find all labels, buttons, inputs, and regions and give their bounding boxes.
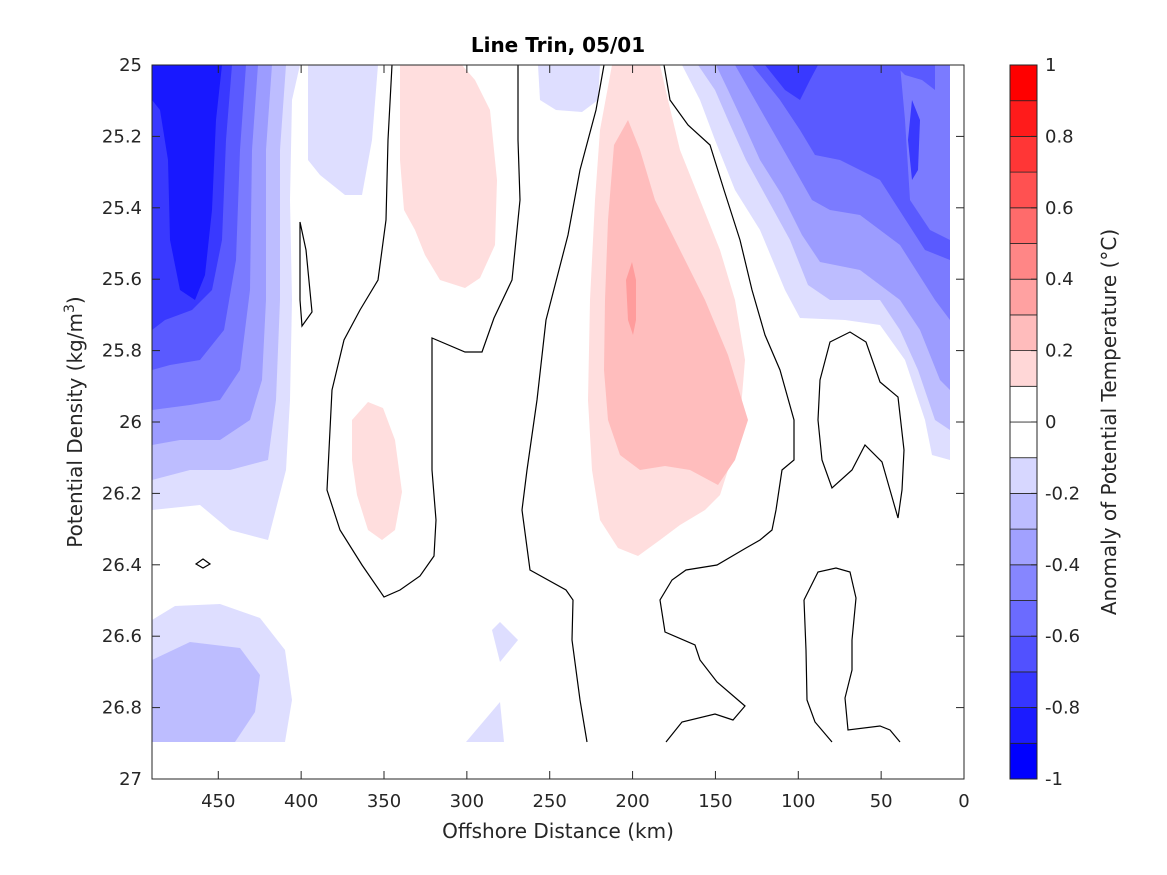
colorbar-band <box>1009 742 1038 780</box>
x-axis-label: Offshore Distance (km) <box>442 819 674 843</box>
y-axis-label-superscript: 3 <box>62 304 78 313</box>
zero-contour-lines <box>194 65 905 743</box>
colorbar-tick-label: 0.2 <box>1045 341 1074 362</box>
colorbar-band <box>1009 350 1038 387</box>
y-tick-label: 26 <box>119 412 142 433</box>
colorbar-band <box>1009 314 1038 351</box>
chart-title: Line Trin, 05/01 <box>471 33 645 57</box>
contour-fill-neg-mid-1 <box>308 65 378 195</box>
y-tick-label: 26.6 <box>102 626 142 647</box>
contour-fill-neg-right-5 <box>752 65 950 260</box>
x-tick-label: 250 <box>533 791 567 812</box>
colorbar-tick-label: -0.6 <box>1045 626 1080 647</box>
zero-contour-line-5 <box>817 331 905 519</box>
colorbar-tick-label: 0.6 <box>1045 198 1074 219</box>
zero-contour-line-2 <box>521 65 605 743</box>
contour-fill-neg-right-8 <box>895 65 935 90</box>
colorbar-band <box>1009 100 1038 137</box>
colorbar-band <box>1009 278 1038 316</box>
x-tick-label: 50 <box>870 791 893 812</box>
colorbar-band <box>1009 600 1038 637</box>
x-tick-label: 150 <box>698 791 732 812</box>
contour-fill-neg-right-6 <box>765 65 818 100</box>
y-axis-label: Potential Density (kg/m3) <box>62 296 87 547</box>
colorbar-label: Anomaly of Potential Temperature (°C) <box>1097 229 1121 615</box>
x-tick-label: 450 <box>201 791 235 812</box>
colorbar-band <box>1009 564 1038 601</box>
colorbar-band <box>1009 671 1038 709</box>
colorbar-tick-label: 0.4 <box>1045 269 1074 290</box>
contour-fill-pos-mid-2 <box>352 402 402 540</box>
y-tick-label: 25.4 <box>102 198 142 219</box>
zero-contour-line-6 <box>803 567 901 743</box>
y-tick-label: 25.2 <box>102 126 142 147</box>
colorbar-tick-label: 0.8 <box>1045 126 1074 147</box>
contour-fill-pos-right-3 <box>626 262 636 335</box>
colorbar-band <box>1009 635 1038 673</box>
filled-contours <box>152 65 950 742</box>
y-tick-label: 25.6 <box>102 269 142 290</box>
colorbar-tick-label: -1 <box>1045 769 1063 790</box>
colorbar-band <box>1009 457 1038 494</box>
x-tick-label: 300 <box>450 791 484 812</box>
colorbar-tick-label: 0 <box>1045 412 1056 433</box>
y-tick-label: 25.8 <box>102 341 142 362</box>
colorbar-band <box>1009 492 1038 530</box>
colorbar-band <box>1009 64 1038 102</box>
y-tick-label: 26.8 <box>102 698 142 719</box>
zero-contour-line-4 <box>299 221 313 328</box>
colorbar-tick-label: 1 <box>1045 55 1056 76</box>
y-tick-label: 26.4 <box>102 555 142 576</box>
colorbar-band <box>1009 528 1038 566</box>
zero-contour-line-1 <box>326 65 521 598</box>
y-axis-label-close: ) <box>63 296 87 304</box>
y-tick-label: 27 <box>119 769 142 790</box>
zero-contour-line-3 <box>659 65 795 743</box>
contour-fill-pos-mid-1 <box>400 65 497 288</box>
contour-fill-neg-small-1 <box>492 622 518 662</box>
colorbar-tick-label: -0.8 <box>1045 698 1080 719</box>
y-tick-label: 26.2 <box>102 483 142 504</box>
contour-fill-pos-right-2 <box>604 120 748 485</box>
zero-contour-line-7 <box>803 599 833 743</box>
x-tick-label: 350 <box>367 791 401 812</box>
contour-fill-neg-lower-2 <box>152 642 260 742</box>
y-axis-ticks: 25 25.2 25.4 25.6 25.8 26 26.2 26.4 26.6 26.8 27 <box>102 55 964 790</box>
colorbar: 1 0.8 0.6 0.4 0.2 0 -0.2 -0.4 -0.6 -0.8 -1 <box>1009 55 1080 790</box>
x-tick-label: 100 <box>781 791 815 812</box>
x-axis-ticks: 450 400 350 300 250 200 150 100 50 0 <box>201 65 970 812</box>
zero-contour-line-8 <box>194 558 212 569</box>
colorbar-band <box>1009 385 1038 423</box>
contour-fill-neg-right-7 <box>908 100 920 180</box>
colorbar-tick-label: -0.2 <box>1045 483 1080 504</box>
contour-fill-neg-mid-2 <box>538 65 600 112</box>
x-tick-label: 200 <box>615 791 649 812</box>
plot-area: 450 400 350 300 250 200 150 100 50 0 2525.225.425… <box>102 55 970 812</box>
x-tick-label: 400 <box>284 791 318 812</box>
colorbar-tick-label: -0.4 <box>1045 555 1080 576</box>
colorbar-ticks: 1 0.8 0.6 0.4 0.2 0 -0.2 -0.4 -0.6 -0.8 -1 <box>1031 55 1080 790</box>
contour-fill-neg-small-2 <box>466 702 504 742</box>
x-tick-label: 0 <box>958 791 969 812</box>
colorbar-band <box>1009 171 1038 209</box>
y-tick-label: 25 <box>119 55 142 76</box>
colorbar-band <box>1009 707 1038 744</box>
colorbar-band <box>1009 421 1038 459</box>
colorbar-band <box>1009 207 1038 244</box>
colorbar-band <box>1009 243 1038 280</box>
colorbar-band <box>1009 135 1038 173</box>
y-axis-label-main: Potential Density (kg/m <box>63 313 87 548</box>
contour-fill-neg-left-7 <box>152 65 222 300</box>
